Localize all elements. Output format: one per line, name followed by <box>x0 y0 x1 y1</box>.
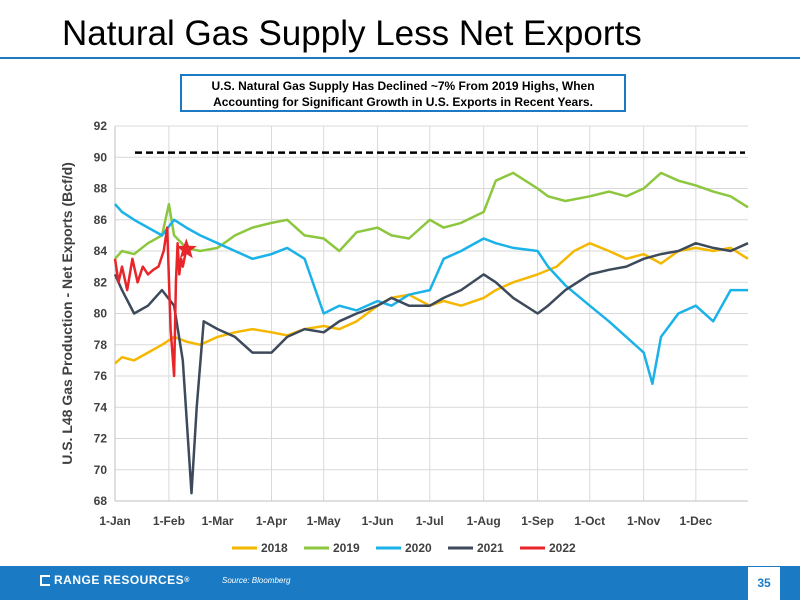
footer-bar <box>0 566 800 600</box>
series-line-2022 <box>113 226 188 378</box>
y-tick-label: 76 <box>94 369 108 383</box>
y-tick-label: 92 <box>94 119 108 133</box>
x-tick-label: 1-Oct <box>574 514 605 528</box>
y-axis-label: U.S. L48 Gas Production - Net Exports (B… <box>59 162 75 465</box>
y-tick-label: 68 <box>94 494 108 508</box>
y-tick-label: 74 <box>94 400 108 414</box>
x-tick-label: 1-Nov <box>627 514 661 528</box>
x-tick-label: 1-Sep <box>521 514 554 528</box>
y-tick-label: 84 <box>94 244 108 258</box>
star-marker <box>175 238 197 259</box>
legend-label-2020: 2020 <box>405 541 432 555</box>
legend-label-2022: 2022 <box>549 541 576 555</box>
series-line-2019 <box>114 171 749 260</box>
x-tick-label: 1-Feb <box>153 514 185 528</box>
callout-line-1: U.S. Natural Gas Supply Has Declined ~7%… <box>211 79 595 93</box>
x-tick-label: 1-Jan <box>99 514 130 528</box>
callout-line-2: Accounting for Significant Growth in U.S… <box>213 95 593 109</box>
y-tick-label: 72 <box>94 432 108 446</box>
series-line-2020 <box>114 203 748 386</box>
y-tick-label: 70 <box>94 463 108 477</box>
brand-name: RANGE RESOURCES <box>54 573 185 587</box>
x-tick-label: 1-May <box>307 514 341 528</box>
y-tick-label: 88 <box>94 182 108 196</box>
y-tick-label: 78 <box>94 338 108 352</box>
legend-label-2019: 2019 <box>333 541 360 555</box>
title-divider <box>0 57 800 59</box>
source-note: Source: Bloomberg <box>222 576 291 585</box>
y-tick-label: 80 <box>94 307 108 321</box>
legend-label-2018: 2018 <box>261 541 288 555</box>
y-tick-label: 82 <box>94 275 108 289</box>
series-line-2021 <box>113 241 749 495</box>
y-tick-label: 86 <box>94 213 108 227</box>
brand-mark: ® <box>184 576 190 584</box>
brand-logo: RANGE RESOURCES ® <box>40 573 190 587</box>
x-tick-label: 1-Jul <box>416 514 444 528</box>
page-number: 35 <box>748 567 780 600</box>
slide-title: Natural Gas Supply Less Net Exports <box>62 14 642 53</box>
logo-icon <box>40 574 50 586</box>
x-tick-label: 1-Mar <box>202 514 234 528</box>
x-tick-label: 1-Dec <box>679 514 712 528</box>
line-chart: 68 70 72 74 76 78 80 82 84 86 88 90 92 1-Jan 1-Feb 1-Ma… <box>59 119 749 555</box>
legend-label-2021: 2021 <box>477 541 504 555</box>
callout-box: U.S. Natural Gas Supply Has Declined ~7%… <box>180 74 626 112</box>
y-tick-label: 90 <box>94 150 108 164</box>
x-tick-label: 1-Aug <box>467 514 501 528</box>
x-tick-label: 1-Jun <box>362 514 394 528</box>
x-tick-label: 1-Apr <box>256 514 288 528</box>
